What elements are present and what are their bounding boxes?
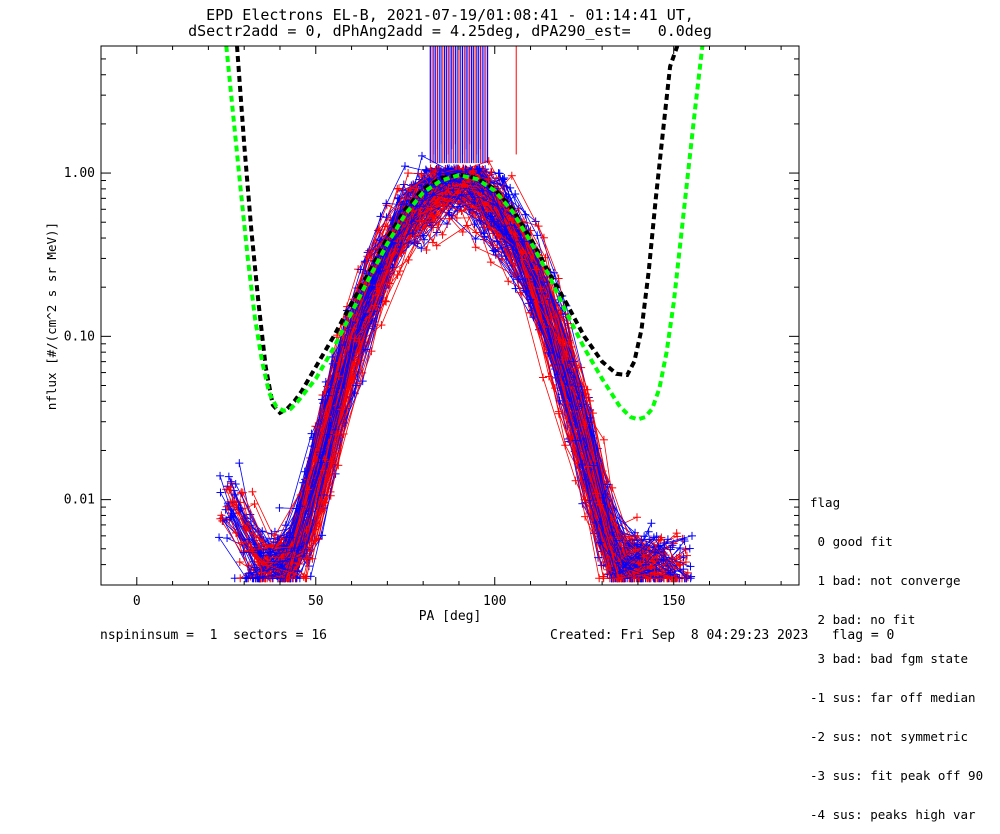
data-line: [274, 170, 637, 570]
